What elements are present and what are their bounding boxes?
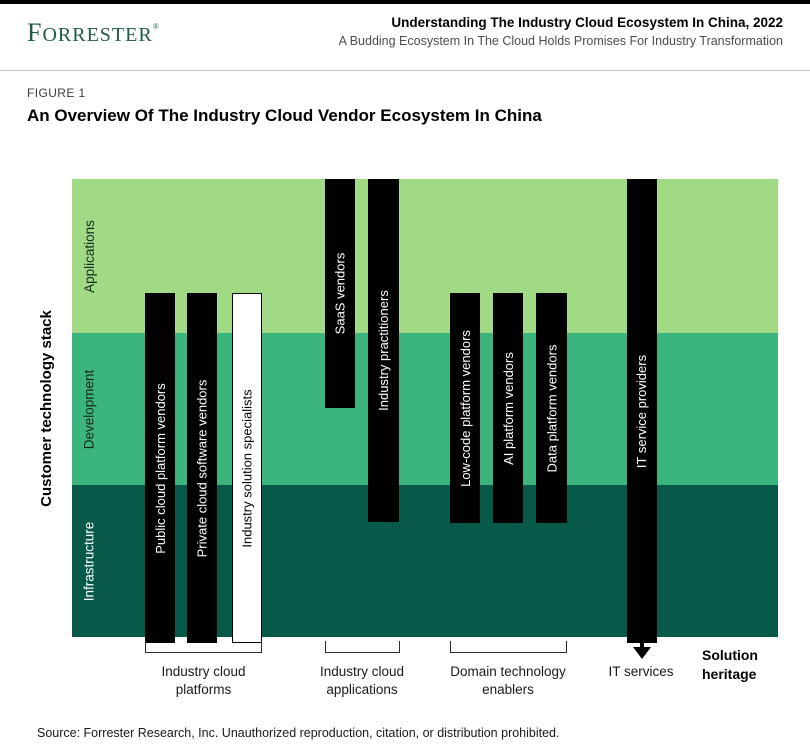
forrester-logo: FORRESTER®: [27, 18, 160, 48]
down-arrow-stem: [640, 642, 644, 648]
bar-industry-practitioners: Industry practitioners: [368, 179, 399, 522]
bar-data-platform-vendors: Data platform vendors: [536, 293, 567, 523]
group-label-industry-cloud-applications: Industry cloud applications: [319, 664, 405, 697]
bar-public-cloud-platform-vendors: Public cloud platform vendors: [145, 293, 175, 643]
source-line: Source: Forrester Research, Inc. Unautho…: [37, 726, 560, 740]
y-axis-label: Customer technology stack: [37, 309, 55, 507]
bar-label: Public cloud platform vendors: [152, 382, 168, 554]
bar-label: Industry solution specialists: [239, 388, 255, 548]
down-arrow-icon: [633, 647, 651, 659]
group-label-domain-technology-enablers: Domain technology enablers: [450, 664, 566, 697]
registered-mark-icon: ®: [152, 22, 160, 31]
band-development-label: Development: [81, 369, 97, 449]
bar-label: Low-code platform vendors: [457, 329, 473, 487]
bar-label: AI platform vendors: [500, 351, 516, 465]
solution-heritage-label: Solution heritage: [702, 647, 758, 682]
stack-diagram: Applications Development Infrastructure: [72, 179, 778, 637]
logo-rest: ORRESTER: [42, 24, 153, 46]
band-infrastructure: Infrastructure: [72, 485, 778, 637]
report-title: Understanding The Industry Cloud Ecosyst…: [391, 15, 783, 30]
report-subtitle: A Budding Ecosystem In The Cloud Holds P…: [338, 34, 783, 48]
bar-industry-solution-specialists: Industry solution specialists: [232, 293, 262, 643]
logo-initial: F: [27, 18, 43, 47]
band-development: Development: [72, 333, 778, 485]
header-divider: [0, 70, 810, 71]
group-label-it-services: IT services: [608, 664, 674, 679]
bar-label: SaaS vendors: [332, 252, 348, 335]
bar-saas-vendors: SaaS vendors: [325, 179, 355, 408]
bar-label: IT service providers: [634, 354, 650, 468]
bar-low-code-platform-vendors: Low-code platform vendors: [450, 293, 480, 523]
bar-label: Private cloud software vendors: [194, 379, 210, 557]
bracket-industry-cloud-platforms: [145, 641, 262, 653]
bar-label: Industry practitioners: [376, 290, 392, 411]
band-infrastructure-label: Infrastructure: [81, 521, 97, 601]
bar-label: Data platform vendors: [544, 344, 559, 472]
group-label-industry-cloud-platforms: Industry cloud platforms: [161, 664, 246, 697]
top-black-strip: [0, 0, 810, 4]
figure-label: FIGURE 1: [27, 86, 86, 100]
bar-ai-platform-vendors: AI platform vendors: [493, 293, 523, 523]
report-header: Understanding The Industry Cloud Ecosyst…: [339, 14, 783, 49]
band-applications-label: Applications: [81, 219, 97, 293]
bracket-industry-cloud-applications: [325, 641, 400, 653]
band-applications: Applications: [72, 179, 778, 333]
bar-private-cloud-software-vendors: Private cloud software vendors: [187, 293, 217, 643]
figure-title: An Overview Of The Industry Cloud Vendor…: [27, 106, 542, 125]
bar-it-service-providers: IT service providers: [627, 179, 657, 643]
bracket-domain-technology-enablers: [450, 641, 567, 653]
